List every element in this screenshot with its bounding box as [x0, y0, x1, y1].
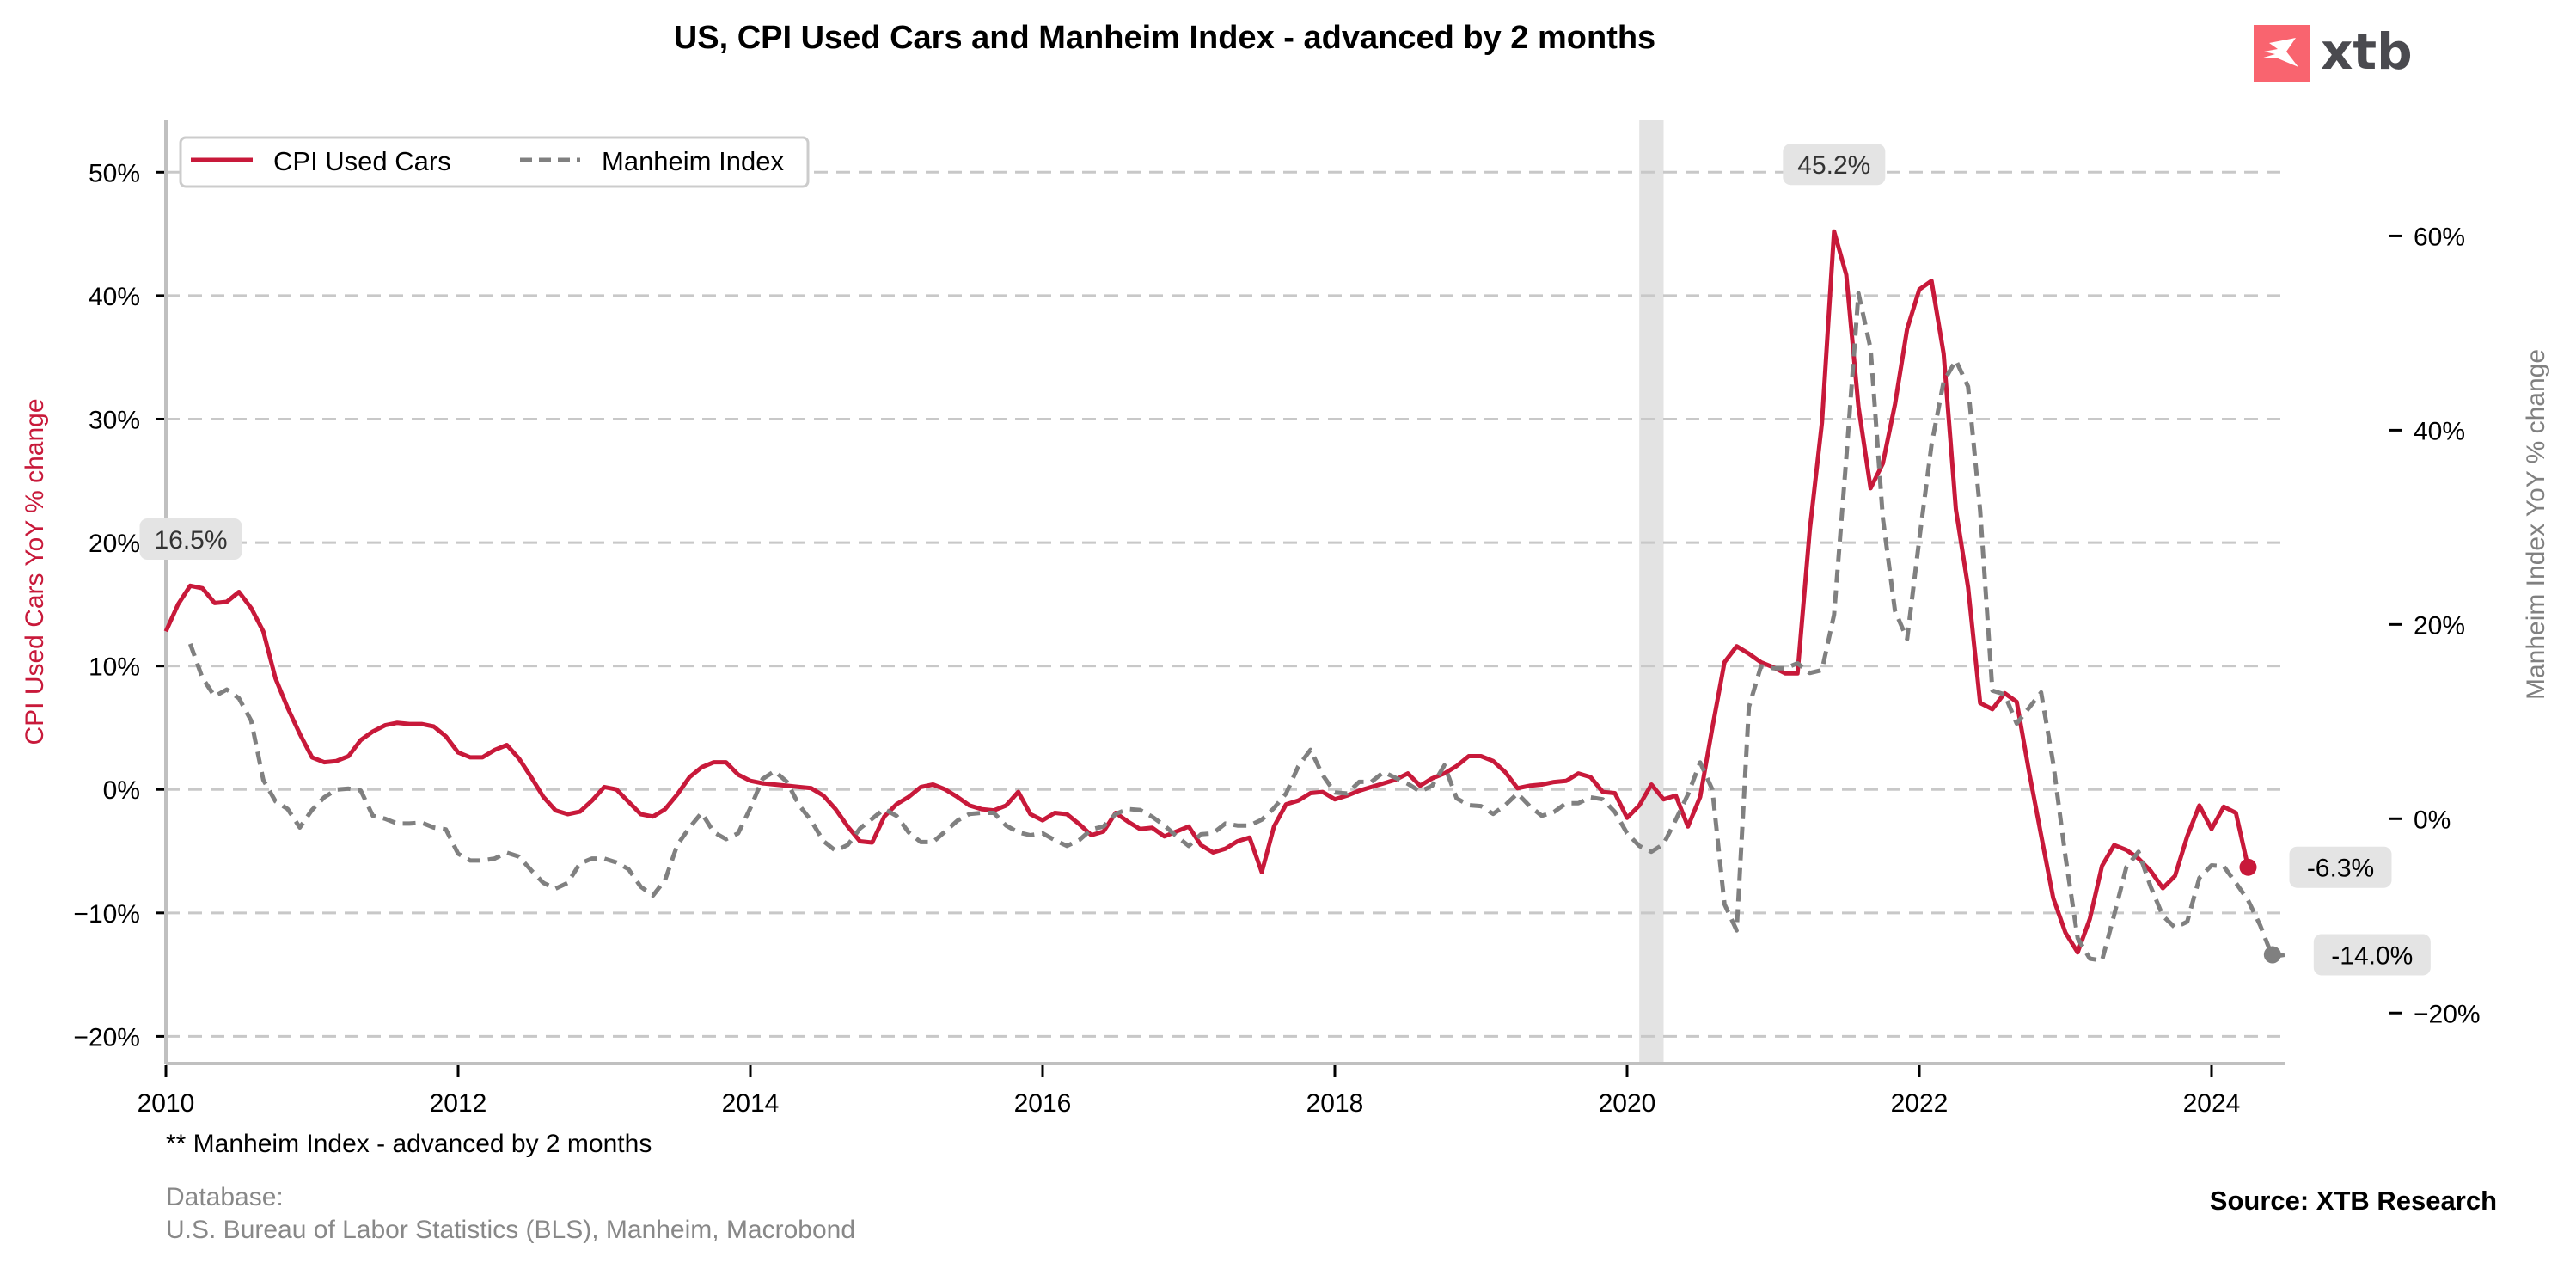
peak-value-label: 45.2%: [1797, 151, 1870, 180]
x-tick-label: 2018: [1306, 1089, 1364, 1118]
y-tick-label-left: 0%: [103, 776, 140, 805]
xtb-logo: xtb: [2254, 22, 2413, 82]
chart-title: US, CPI Used Cars and Manheim Index - ad…: [674, 20, 1655, 56]
peak-value-label: 16.5%: [154, 526, 227, 555]
y-tick-label-left: 50%: [89, 159, 140, 187]
y-tick-label-right: 40%: [2414, 417, 2465, 445]
end-value-label: -6.3%: [2307, 855, 2374, 883]
legend-label-manheim: Manheim Index: [602, 146, 784, 176]
end-value-dot: [2239, 858, 2257, 876]
x-tick-label: 2024: [2183, 1089, 2241, 1118]
y-tick-label-right: −20%: [2414, 1000, 2481, 1028]
source-credit: Source: XTB Research: [2210, 1186, 2497, 1216]
legend-label-cpi: CPI Used Cars: [273, 146, 451, 176]
y-tick-label-left: 20%: [89, 530, 140, 558]
database-sources: U.S. Bureau of Labor Statistics (BLS), M…: [166, 1216, 855, 1244]
y-axis-right-title: Manheim Index YoY % change: [2522, 349, 2550, 700]
y-tick-label-right: 20%: [2414, 611, 2465, 640]
shaded-periods: [1639, 120, 1664, 1064]
x-tick-label: 2010: [138, 1089, 195, 1118]
end-value-badge: [2313, 934, 2431, 976]
x-tick-label: 2012: [430, 1089, 487, 1118]
axes: −20% −10% 0% 10% 20% 30% 40% 50% −20% 0% 20% 40% 60%…: [73, 120, 2481, 1118]
peak-value-badge: [139, 518, 242, 560]
end-value-dot: [2263, 946, 2281, 964]
gridlines: [166, 170, 2285, 1038]
y-tick-label-right: 0%: [2414, 806, 2451, 834]
x-tick-label: 2022: [1891, 1089, 1949, 1118]
y-tick-label-left: 40%: [89, 283, 140, 311]
x-tick-label: 2014: [722, 1089, 780, 1118]
legend: CPI Used Cars Manheim Index: [179, 136, 810, 188]
annotations: 16.5% 45.2% -6.3% -14.0%: [139, 144, 2431, 976]
series: [163, 229, 2285, 963]
cpi-used-cars-line: [163, 229, 2250, 955]
y-tick-label-right: 60%: [2414, 223, 2465, 251]
end-value-badge: [2289, 846, 2392, 888]
y-axis-left-title: CPI Used Cars YoY % change: [21, 398, 49, 745]
recession-shade: [1639, 120, 1664, 1064]
peak-value-badge: [1783, 144, 1886, 186]
legend-box: [179, 136, 810, 188]
xtb-logo-text: xtb: [2321, 22, 2413, 81]
x-icon: [2261, 38, 2298, 67]
y-tick-label-left: −20%: [73, 1023, 140, 1051]
x-tick-label: 2016: [1014, 1089, 1072, 1118]
footnote: ** Manheim Index - advanced by 2 months: [166, 1130, 652, 1158]
manheim-index-line: [187, 291, 2285, 963]
x-tick-label: 2020: [1599, 1089, 1656, 1118]
y-tick-label-left: 10%: [89, 653, 140, 682]
y-tick-label-left: −10%: [73, 900, 140, 929]
y-tick-label-left: 30%: [89, 406, 140, 434]
database-label: Database:: [166, 1183, 284, 1211]
end-value-label: -14.0%: [2331, 941, 2413, 970]
